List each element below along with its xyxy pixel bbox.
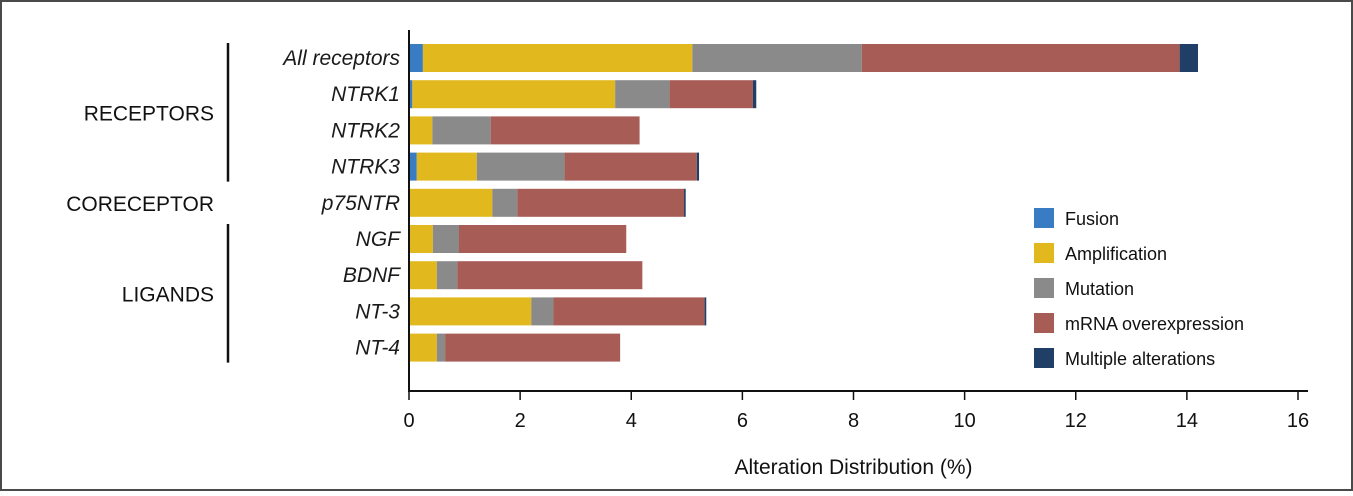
bar-segment-ntrk3-multiple-alterations xyxy=(696,152,700,181)
x-tick-label-14: 14 xyxy=(1176,410,1198,432)
x-tick-label-6: 6 xyxy=(737,410,748,432)
bar-segment-nt-4-amplification xyxy=(409,333,437,362)
category-label-nt-4: NT-4 xyxy=(355,337,400,360)
axes-layer: 0 2 4 6 8 10 12 14 16 Alteration Distribution (%) xyxy=(403,30,1309,479)
bar-segment-ntrk1-mrna-overexpression xyxy=(669,80,753,109)
bar-segment-ntrk1-fusion xyxy=(409,80,413,109)
x-tick-label-2: 2 xyxy=(515,410,526,432)
bar-segment-ntrk2-amplification xyxy=(409,116,433,145)
bar-segment-nt-4-mrna-overexpression xyxy=(445,333,621,362)
category-label-ntrk3: NTRK3 xyxy=(331,156,400,179)
legend-label-multiple-alterations: Multiple alterations xyxy=(1065,349,1215,369)
x-tick-label-4: 4 xyxy=(626,410,637,432)
category-label-ntrk1: NTRK1 xyxy=(331,83,400,106)
bar-segment-bdnf-mrna-overexpression xyxy=(457,261,643,290)
bar-segment-ntrk3-mrna-overexpression xyxy=(564,152,697,181)
bar-segment-ntrk1-amplification xyxy=(412,80,616,109)
legend-swatch-fusion xyxy=(1034,208,1054,228)
bar-segment-ntrk1-multiple-alterations xyxy=(752,80,757,109)
bar-segment-ngf-mrna-overexpression xyxy=(459,225,627,253)
bar-segment-ntrk2-mrna-overexpression xyxy=(490,116,640,145)
bar-segment-nt-3-multiple-alterations xyxy=(704,297,707,326)
bar-segment-p75ntr-amplification xyxy=(409,188,493,217)
bar-segment-nt-3-amplification xyxy=(409,297,532,326)
group-label-receptors: RECEPTORS xyxy=(84,102,214,125)
bar-segment-all-receptors-fusion xyxy=(409,44,423,72)
bar-segment-ngf-mutation xyxy=(432,225,460,253)
x-tick-label-0: 0 xyxy=(403,410,414,432)
x-tick-label-16: 16 xyxy=(1287,410,1309,432)
bar-segment-bdnf-mutation xyxy=(436,261,458,290)
bar-segment-bdnf-amplification xyxy=(409,261,437,290)
legend: Fusion Amplification Mutation mRNA overexpr… xyxy=(1034,208,1244,369)
bar-segment-ngf-amplification xyxy=(409,225,433,253)
category-label-nt-3: NT-3 xyxy=(355,300,400,323)
bar-segment-ntrk3-mutation xyxy=(476,152,565,181)
category-label-ngf: NGF xyxy=(356,228,402,251)
legend-label-amplification: Amplification xyxy=(1065,244,1167,264)
bar-segment-all-receptors-mrna-overexpression xyxy=(861,44,1180,72)
bar-segment-p75ntr-mutation xyxy=(492,188,518,217)
x-axis-title: Alteration Distribution (%) xyxy=(734,456,972,479)
category-label-all-receptors: All receptors xyxy=(281,47,400,70)
legend-label-fusion: Fusion xyxy=(1065,209,1119,229)
category-label-p75ntr: p75NTR xyxy=(321,192,400,215)
x-tick-label-12: 12 xyxy=(1065,410,1087,432)
bar-segment-ntrk3-amplification xyxy=(416,152,477,181)
bar-segment-ntrk1-mutation xyxy=(615,80,670,109)
bar-segment-all-receptors-amplification xyxy=(422,44,693,72)
group-label-coreceptor: CORECEPTOR xyxy=(66,193,214,216)
legend-swatch-mutation xyxy=(1034,278,1054,298)
bars-layer xyxy=(409,44,1198,362)
bar-segment-nt-4-mutation xyxy=(436,333,446,362)
bar-segment-nt-3-mrna-overexpression xyxy=(553,297,705,326)
category-labels: All receptors NTRK1 NTRK2 NTRK3 p75NTR NGF BDN… xyxy=(281,47,401,360)
bar-segment-nt-3-mutation xyxy=(531,297,554,326)
legend-label-mrna-overexpression: mRNA overexpression xyxy=(1065,314,1244,334)
bar-segment-ntrk3-fusion xyxy=(409,152,417,181)
legend-swatch-multiple-alterations xyxy=(1034,348,1054,368)
x-tick-label-10: 10 xyxy=(954,410,976,432)
legend-label-mutation: Mutation xyxy=(1065,279,1134,299)
bar-segment-p75ntr-mrna-overexpression xyxy=(517,188,685,217)
x-tick-label-8: 8 xyxy=(848,410,859,432)
bar-segment-ntrk2-mutation xyxy=(432,116,491,145)
bar-segment-p75ntr-multiple-alterations xyxy=(684,188,686,217)
bar-segment-all-receptors-mutation xyxy=(692,44,862,72)
bar-segment-all-receptors-multiple-alterations xyxy=(1179,44,1198,72)
legend-swatch-mrna-overexpression xyxy=(1034,313,1054,333)
category-label-ntrk2: NTRK2 xyxy=(331,119,400,142)
category-label-bdnf: BDNF xyxy=(343,264,401,287)
legend-swatch-amplification xyxy=(1034,243,1054,263)
group-label-ligands: LIGANDS xyxy=(122,283,214,306)
group-labels: RECEPTORS CORECEPTOR LIGANDS xyxy=(66,43,230,363)
